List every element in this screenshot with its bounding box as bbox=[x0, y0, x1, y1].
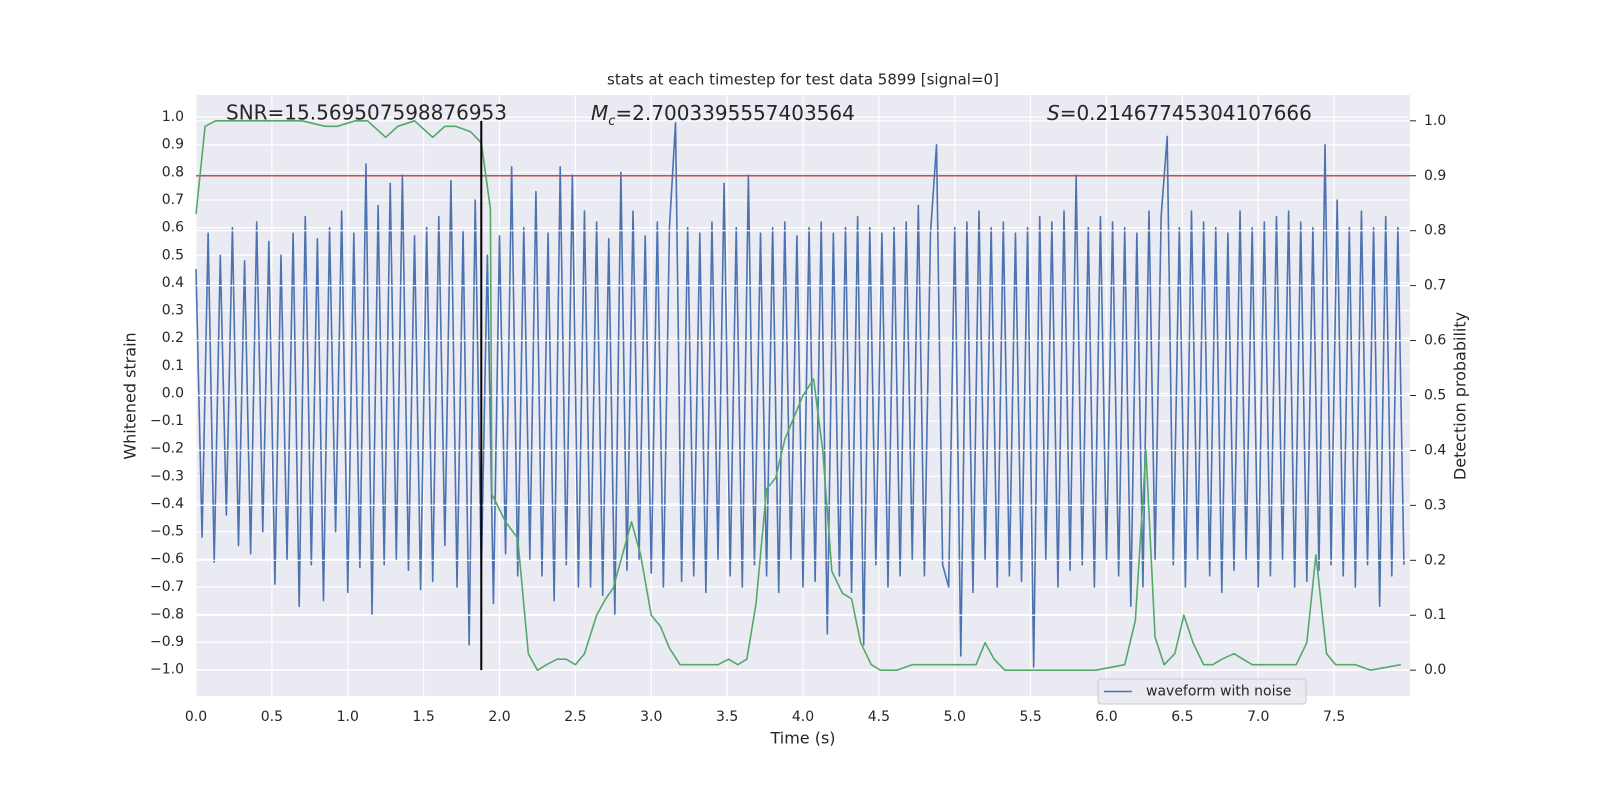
y-tick-label: 0.5 bbox=[162, 247, 184, 263]
annotation-text: =2.7003395557403564 bbox=[615, 101, 854, 125]
data-line bbox=[195, 121, 1405, 668]
y2-tick-label: 0.0 bbox=[1424, 662, 1446, 678]
x-tick-label: 7.5 bbox=[1323, 709, 1345, 725]
y2-tick-label: 0.9 bbox=[1424, 168, 1446, 184]
y2-tick-label: 0.7 bbox=[1424, 278, 1446, 294]
y-tick-label: −0.3 bbox=[150, 468, 184, 484]
data-line bbox=[195, 120, 1402, 671]
y-tick-label: −0.9 bbox=[150, 634, 184, 650]
y2-tick-label: 1.0 bbox=[1424, 113, 1446, 129]
annotation: SNR=15.569507598876953 bbox=[226, 101, 507, 125]
x-tick-label: 5.0 bbox=[944, 709, 966, 725]
y2-tick-label: 0.8 bbox=[1424, 223, 1446, 239]
y-tick-label: −0.7 bbox=[150, 579, 184, 595]
y-tick-label: −0.2 bbox=[150, 441, 184, 457]
y-tick-label: 0.0 bbox=[162, 385, 184, 401]
x-tick-label: 0.0 bbox=[185, 709, 207, 725]
y-tick-label: −0.6 bbox=[150, 551, 184, 567]
x-tick-label: 6.5 bbox=[1171, 709, 1193, 725]
y-tick-label: 0.3 bbox=[162, 303, 184, 319]
y2-tick-label: 0.4 bbox=[1424, 442, 1446, 458]
chart-title: stats at each timestep for test data 589… bbox=[607, 71, 999, 89]
y-tick-label: 0.8 bbox=[162, 164, 184, 180]
y2-tick-label: 0.3 bbox=[1424, 497, 1446, 513]
y-axis-label: Whitened strain bbox=[121, 332, 140, 459]
y-tick-label: 0.9 bbox=[162, 137, 184, 153]
x-tick-label: 3.0 bbox=[640, 709, 662, 725]
y-tick-label: 0.1 bbox=[162, 358, 184, 374]
y-tick-label: −0.1 bbox=[150, 413, 184, 429]
y-tick-label: −1.0 bbox=[150, 662, 184, 678]
x-tick-label: 2.5 bbox=[564, 709, 586, 725]
y-tick-label: 0.2 bbox=[162, 330, 184, 346]
annotation-text: =0.21467745304107666 bbox=[1060, 101, 1312, 125]
y-tick-label: −0.5 bbox=[150, 524, 184, 540]
x-tick-label: 2.0 bbox=[488, 709, 510, 725]
annotation: S=0.21467745304107666 bbox=[1047, 101, 1312, 125]
legend-label: waveform with noise bbox=[1146, 684, 1291, 700]
annotation-symbol: M bbox=[591, 101, 608, 125]
annotation: Mc=2.7003395557403564 bbox=[591, 101, 855, 130]
x-tick-label: 4.5 bbox=[868, 709, 890, 725]
y2-tick-label: 0.1 bbox=[1424, 607, 1446, 623]
x-tick-label: 3.5 bbox=[716, 709, 738, 725]
y-tick-label: −0.4 bbox=[150, 496, 184, 512]
y-tick-label: 1.0 bbox=[162, 109, 184, 125]
x-tick-label: 6.0 bbox=[1095, 709, 1117, 725]
y2-tick-label: 0.2 bbox=[1424, 552, 1446, 568]
annotation-symbol: S bbox=[1047, 101, 1060, 125]
x-tick-label: 4.0 bbox=[792, 709, 814, 725]
x-tick-label: 1.5 bbox=[412, 709, 434, 725]
x-axis-label: Time (s) bbox=[769, 729, 835, 748]
x-tick-label: 7.0 bbox=[1247, 709, 1269, 725]
y-tick-label: 0.4 bbox=[162, 275, 184, 291]
y2-axis-label: Detection probability bbox=[1451, 312, 1470, 480]
annotation-subscript: c bbox=[608, 114, 615, 129]
x-tick-label: 1.0 bbox=[337, 709, 359, 725]
x-tick-label: 0.5 bbox=[261, 709, 283, 725]
y-tick-label: −0.8 bbox=[150, 606, 184, 622]
y2-tick-label: 0.5 bbox=[1424, 388, 1446, 404]
over-layer bbox=[195, 120, 1416, 671]
y-tick-label: 0.6 bbox=[162, 220, 184, 236]
legend-box bbox=[1097, 678, 1307, 705]
y2-tick-label: 0.6 bbox=[1424, 333, 1446, 349]
x-tick-label: 5.5 bbox=[1019, 709, 1041, 725]
y-tick-label: 0.7 bbox=[162, 192, 184, 208]
